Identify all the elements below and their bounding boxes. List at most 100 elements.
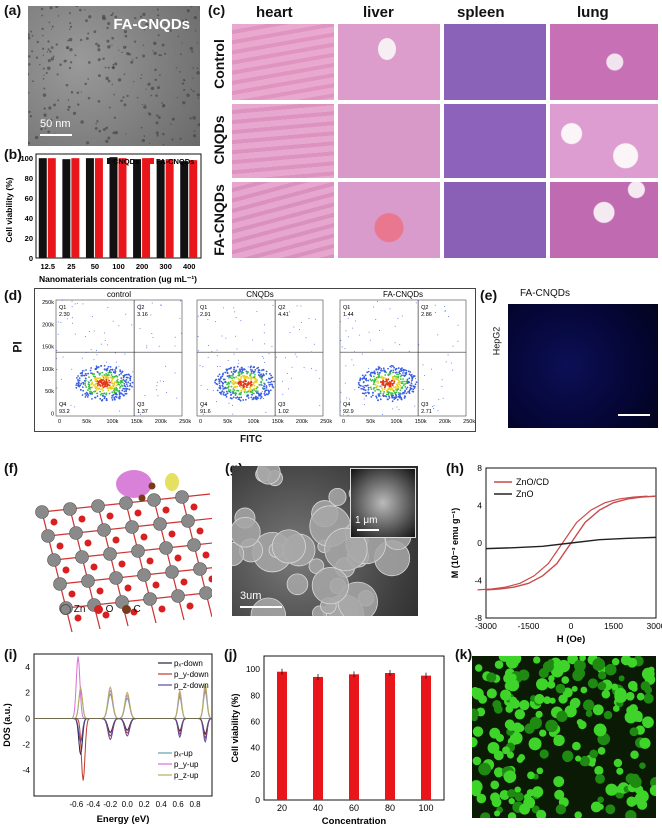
flow-event: [373, 380, 376, 383]
flow-ytick: 50k: [45, 389, 54, 395]
tem-particle: [79, 38, 83, 42]
flow-event: [237, 371, 240, 374]
chart-b-xtick: 25: [67, 262, 75, 271]
flow-event: [96, 380, 99, 383]
flow-event: [117, 397, 120, 399]
chart-i: -0.6 -0.4 -0.2 0.0 0.2 0.4 0.6 0.8420-2-4Energy…: [2, 653, 213, 825]
flow-event: [113, 376, 116, 378]
flow-event: [77, 375, 80, 377]
flow-event: [265, 385, 268, 387]
flow-event: [259, 375, 261, 378]
flow-event: [222, 388, 225, 390]
flow-event: [104, 377, 107, 380]
flow-event: [392, 369, 395, 372]
flow-event-sparse: [63, 312, 65, 314]
flow-event: [75, 384, 78, 387]
o-atom: [118, 560, 126, 568]
histology-row-cnqds: CNQDs: [211, 115, 227, 165]
flow-event: [221, 375, 224, 378]
flow-xtick: 100k: [247, 419, 259, 425]
flow-event: [385, 379, 388, 382]
flow-event: [104, 395, 106, 398]
tem-particle: [114, 130, 119, 135]
flow-event: [75, 376, 78, 379]
flow-event-sparse: [233, 353, 235, 355]
tem-particle: [107, 136, 111, 140]
tem-particle: [105, 76, 109, 80]
flow-event: [215, 382, 218, 385]
flow-event: [107, 374, 109, 376]
tem-particle: [87, 96, 91, 100]
flow-xtick: 100k: [106, 419, 118, 425]
chart-j-xtick: 60: [349, 803, 359, 813]
fluorescent-cell: [597, 803, 604, 810]
tem-particle: [155, 121, 159, 125]
flow-event: [87, 389, 89, 392]
flow-event: [387, 381, 390, 384]
flow-event: [269, 381, 272, 384]
flow-event-sparse: [91, 316, 93, 318]
flow-event-sparse: [67, 411, 69, 413]
tem-particle: [47, 48, 50, 51]
flow-event: [128, 388, 131, 391]
flow-event-sparse: [444, 305, 446, 307]
flow-event: [263, 383, 266, 386]
chart-h-ytick: 8: [477, 463, 482, 473]
tem-particle: [185, 18, 187, 21]
sem-inset-scale-bar: [357, 529, 379, 531]
flow-event: [394, 388, 397, 391]
chart-h-ytick: 4: [477, 501, 482, 511]
tem-particle: [101, 14, 106, 19]
tem-particle: [85, 36, 89, 40]
flow-event: [398, 393, 400, 396]
flow-event-sparse: [62, 356, 64, 358]
flow-event: [379, 398, 382, 401]
tem-particle: [181, 42, 183, 44]
flow-event-sparse: [344, 382, 346, 384]
flow-event: [366, 371, 369, 374]
tem-particle: [148, 112, 152, 116]
o-atom: [158, 605, 166, 613]
chart-j-xtick: 20: [277, 803, 287, 813]
flow-event: [367, 379, 370, 382]
sem-sphere: [324, 527, 368, 572]
tem-particle: [57, 15, 60, 17]
hepg2-side-label: HepG2: [491, 326, 502, 356]
tem-particle: [102, 128, 106, 132]
flow-event-sparse: [339, 410, 341, 412]
flow-event-sparse: [382, 349, 384, 351]
flow-event-sparse: [352, 327, 354, 329]
flow-event: [240, 386, 242, 389]
flow-event-sparse: [437, 334, 439, 336]
flow-event: [242, 371, 245, 374]
chart-h-xtick: -1500: [518, 621, 540, 631]
fluorescent-cell: [620, 656, 632, 666]
flow-event: [240, 372, 243, 375]
flow-event-sparse: [315, 369, 317, 371]
tem-particle: [105, 139, 109, 144]
tem-particle: [68, 37, 73, 42]
flow-event: [77, 384, 80, 387]
chart-i-xtick: -0.2: [103, 800, 117, 809]
flow-event-sparse: [347, 317, 349, 319]
flow-event: [99, 379, 102, 382]
flow-event: [230, 371, 233, 373]
flow-event: [258, 369, 261, 372]
flow-xtick: 50k: [223, 419, 232, 425]
flow-event: [232, 392, 234, 394]
flow-event: [244, 379, 247, 381]
flow-event-sparse: [433, 408, 435, 410]
flow-event: [99, 384, 101, 386]
tem-particle: [122, 96, 125, 99]
flow-event: [361, 378, 364, 380]
flow-event: [249, 391, 252, 393]
chart-j-ytick: 100: [246, 664, 260, 674]
tem-particle: [49, 6, 53, 10]
flow-event: [238, 396, 241, 399]
tem-particle: [192, 134, 197, 138]
flow-event-sparse: [56, 368, 58, 370]
flow-event: [375, 376, 378, 379]
flow-event-sparse: [344, 348, 346, 350]
flow-event: [375, 368, 378, 371]
fluorescent-cell: [572, 669, 584, 682]
